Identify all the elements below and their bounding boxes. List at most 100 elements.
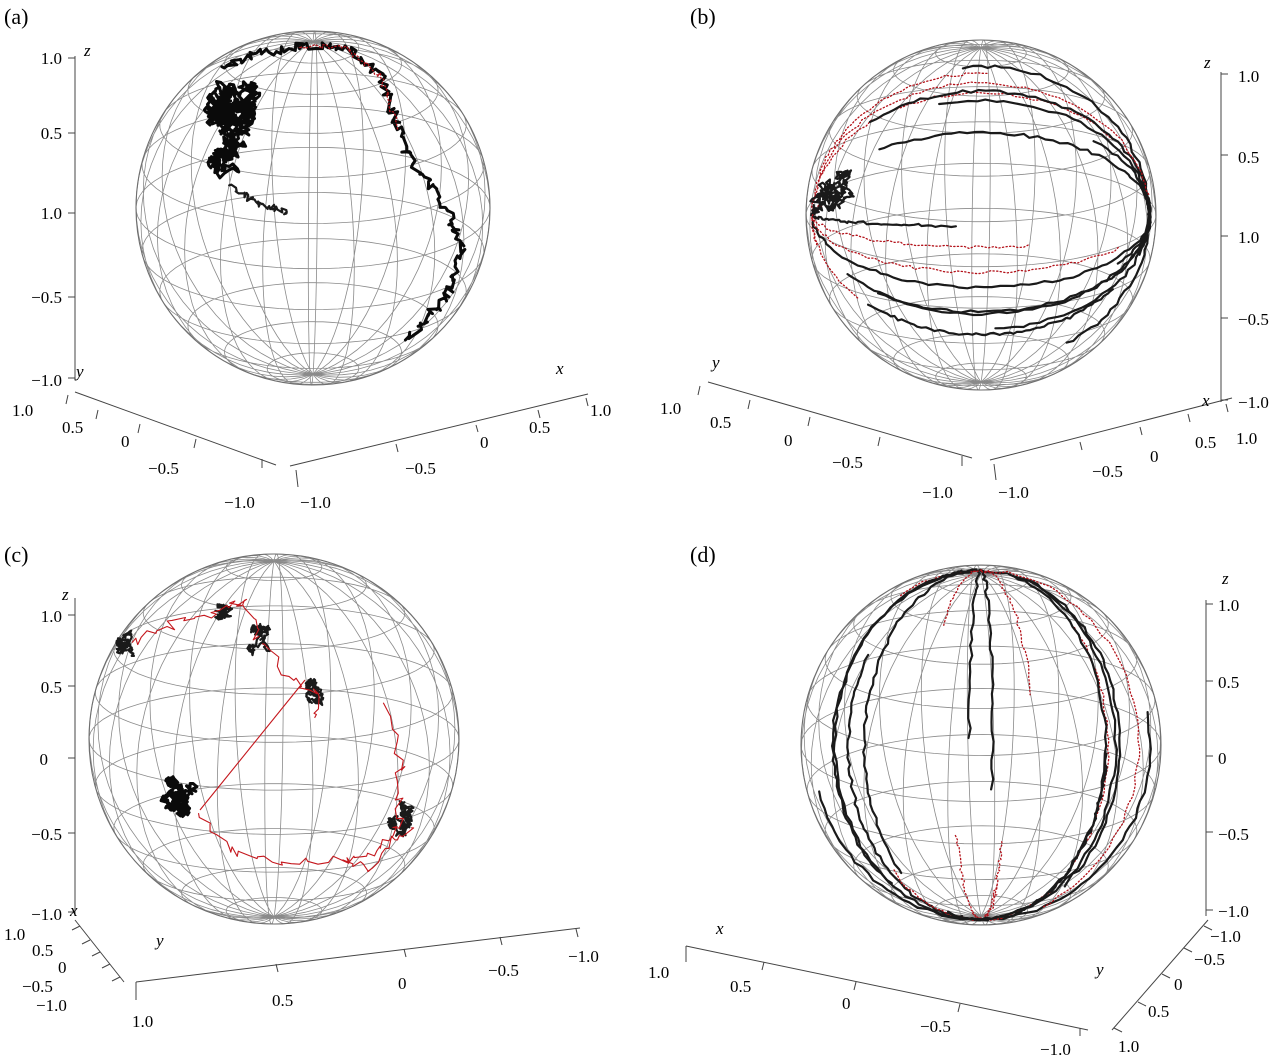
x-axis-b: x −1.0 −0.5 0 0.5 1.0 — [989, 391, 1257, 502]
trajectory-cluster — [115, 629, 135, 657]
x-tick-d-2: 0 — [842, 994, 851, 1013]
x-tick-c-3: −0.5 — [22, 977, 53, 996]
y-axis-c: y 1.0 0.5 0 −0.5 −1.0 — [132, 927, 599, 1031]
trajectory-a — [202, 41, 467, 342]
trajectory-arc — [961, 64, 1152, 344]
x-tick-a-4: 1.0 — [590, 401, 611, 420]
sphere-a — [135, 30, 491, 386]
y-tick-a-1: 0.5 — [62, 418, 83, 437]
z-tick-a-3: −0.5 — [31, 288, 62, 307]
trajectory-cluster — [159, 775, 199, 818]
trajectory-arc — [967, 568, 995, 791]
x-axis-d: x 1.0 0.5 0 −0.5 −1.0 — [648, 919, 1089, 1059]
trajectory-arc — [810, 214, 1119, 275]
trajectory-arc — [868, 88, 1151, 256]
z-axis-a: z 1.0 0.5 1.0 −0.5 −1.0 — [31, 41, 91, 390]
x-tick-b-3: 0.5 — [1195, 433, 1216, 452]
z-tick-c-0: 1.0 — [41, 607, 62, 626]
x-tick-c-1: 0.5 — [32, 941, 53, 960]
trajectory-d — [818, 568, 1152, 923]
z-tick-b-2: 1.0 — [1238, 228, 1259, 247]
trajectory-cluster — [809, 169, 855, 215]
wireframe-grid — [800, 564, 1162, 926]
x-axis-c: x 1.0 0.5 0 −0.5 −1.0 — [4, 901, 125, 1015]
y-axis-name-d: y — [1094, 960, 1104, 979]
z-tick-b-4: −1.0 — [1238, 393, 1269, 412]
sphere-b — [805, 39, 1157, 391]
trajectory-arc — [818, 711, 1152, 922]
x-axis-name-a: x — [555, 359, 564, 378]
trajectory-arc — [846, 653, 964, 919]
trajectory-arc — [954, 834, 999, 921]
panel-label-b: (b) — [690, 4, 716, 29]
y-tick-b-0: 1.0 — [660, 399, 681, 418]
y-tick-d-1: −0.5 — [1194, 950, 1225, 969]
z-tick-c-1: 0.5 — [41, 678, 62, 697]
y-tick-c-2: 0 — [398, 974, 407, 993]
trajectory-cluster — [304, 677, 325, 707]
z-axis-name-c: z — [61, 585, 69, 604]
trajectory-c — [115, 598, 415, 873]
y-tick-a-0: 1.0 — [12, 401, 33, 420]
z-tick-d-4: −1.0 — [1218, 902, 1249, 921]
trajectory-connections — [197, 702, 406, 866]
z-axis-c: z 1.0 0.5 0 −0.5 −1.0 — [31, 585, 76, 924]
z-axis-name-b: z — [1203, 53, 1211, 72]
trajectory-cluster — [214, 603, 234, 621]
panel-label-c: (c) — [4, 542, 28, 567]
x-tick-c-4: −1.0 — [36, 996, 67, 1015]
trajectory-arc — [942, 569, 1122, 888]
x-axis-name-d: x — [715, 919, 724, 938]
panel-c: (c) z 1.0 0.5 0 −0.5 −1.0 — [4, 542, 599, 1031]
y-tick-b-4: −1.0 — [922, 483, 953, 502]
y-tick-c-4: −1.0 — [568, 947, 599, 966]
wireframe-grid — [88, 553, 460, 925]
y-tick-d-3: 0.5 — [1148, 1002, 1169, 1021]
z-axis-name-a: z — [83, 41, 91, 60]
y-axis-b: y 1.0 0.5 0 −0.5 −1.0 — [660, 353, 973, 502]
y-axis-name-b: y — [710, 353, 720, 372]
y-tick-d-4: 1.0 — [1118, 1037, 1139, 1056]
panel-label-a: (a) — [4, 4, 28, 29]
z-tick-a-2: 1.0 — [41, 204, 62, 223]
sphere-outline-d — [800, 564, 1162, 926]
trajectory-connections — [298, 43, 399, 131]
z-tick-b-1: 0.5 — [1238, 148, 1259, 167]
x-tick-d-0: 1.0 — [648, 963, 669, 982]
z-tick-c-2: 0 — [40, 750, 49, 769]
z-axis-name-d: z — [1221, 569, 1229, 588]
z-tick-b-3: −0.5 — [1238, 310, 1269, 329]
y-tick-b-1: 0.5 — [710, 413, 731, 432]
trajectory-arc — [1009, 752, 1108, 915]
x-tick-a-3: 0.5 — [529, 418, 550, 437]
z-tick-d-0: 1.0 — [1218, 596, 1239, 615]
wireframe-c — [88, 553, 460, 925]
trajectory-arc — [819, 81, 1150, 196]
panel-d: (d) z 1.0 0.5 0 −0.5 −1.0 — [648, 542, 1249, 1059]
panel-a: (a) z 1.0 0.5 1.0 −0.5 −1.0 — [4, 4, 611, 512]
x-tick-b-0: −1.0 — [998, 483, 1029, 502]
x-tick-d-1: 0.5 — [730, 977, 751, 996]
z-axis-b: z 1.0 0.5 1.0 −0.5 −1.0 — [1203, 53, 1269, 412]
x-tick-c-2: 0 — [58, 958, 67, 977]
x-axis-name-b: x — [1201, 391, 1210, 410]
trajectory-arc — [943, 569, 1031, 696]
trajectory-cluster — [202, 80, 262, 180]
trajectory-arc — [832, 568, 990, 922]
y-tick-c-0: 1.0 — [132, 1012, 153, 1031]
x-tick-b-1: −0.5 — [1092, 462, 1123, 481]
z-tick-a-4: −1.0 — [31, 371, 62, 390]
trajectory-cluster — [386, 800, 415, 838]
y-tick-c-1: 0.5 — [272, 991, 293, 1010]
trajectory-cluster — [246, 622, 272, 657]
y-tick-a-3: −0.5 — [148, 459, 179, 478]
z-tick-a-0: 1.0 — [41, 49, 62, 68]
y-tick-a-2: 0 — [121, 432, 130, 451]
sphere-outline-c — [88, 553, 460, 925]
x-axis-a: x −1.0 −0.5 0 0.5 1.0 — [289, 359, 611, 512]
trajectory-arc — [867, 288, 1114, 337]
trajectory-arc — [831, 569, 963, 885]
trajectory-arc — [846, 179, 1152, 314]
z-tick-d-1: 0.5 — [1218, 673, 1239, 692]
